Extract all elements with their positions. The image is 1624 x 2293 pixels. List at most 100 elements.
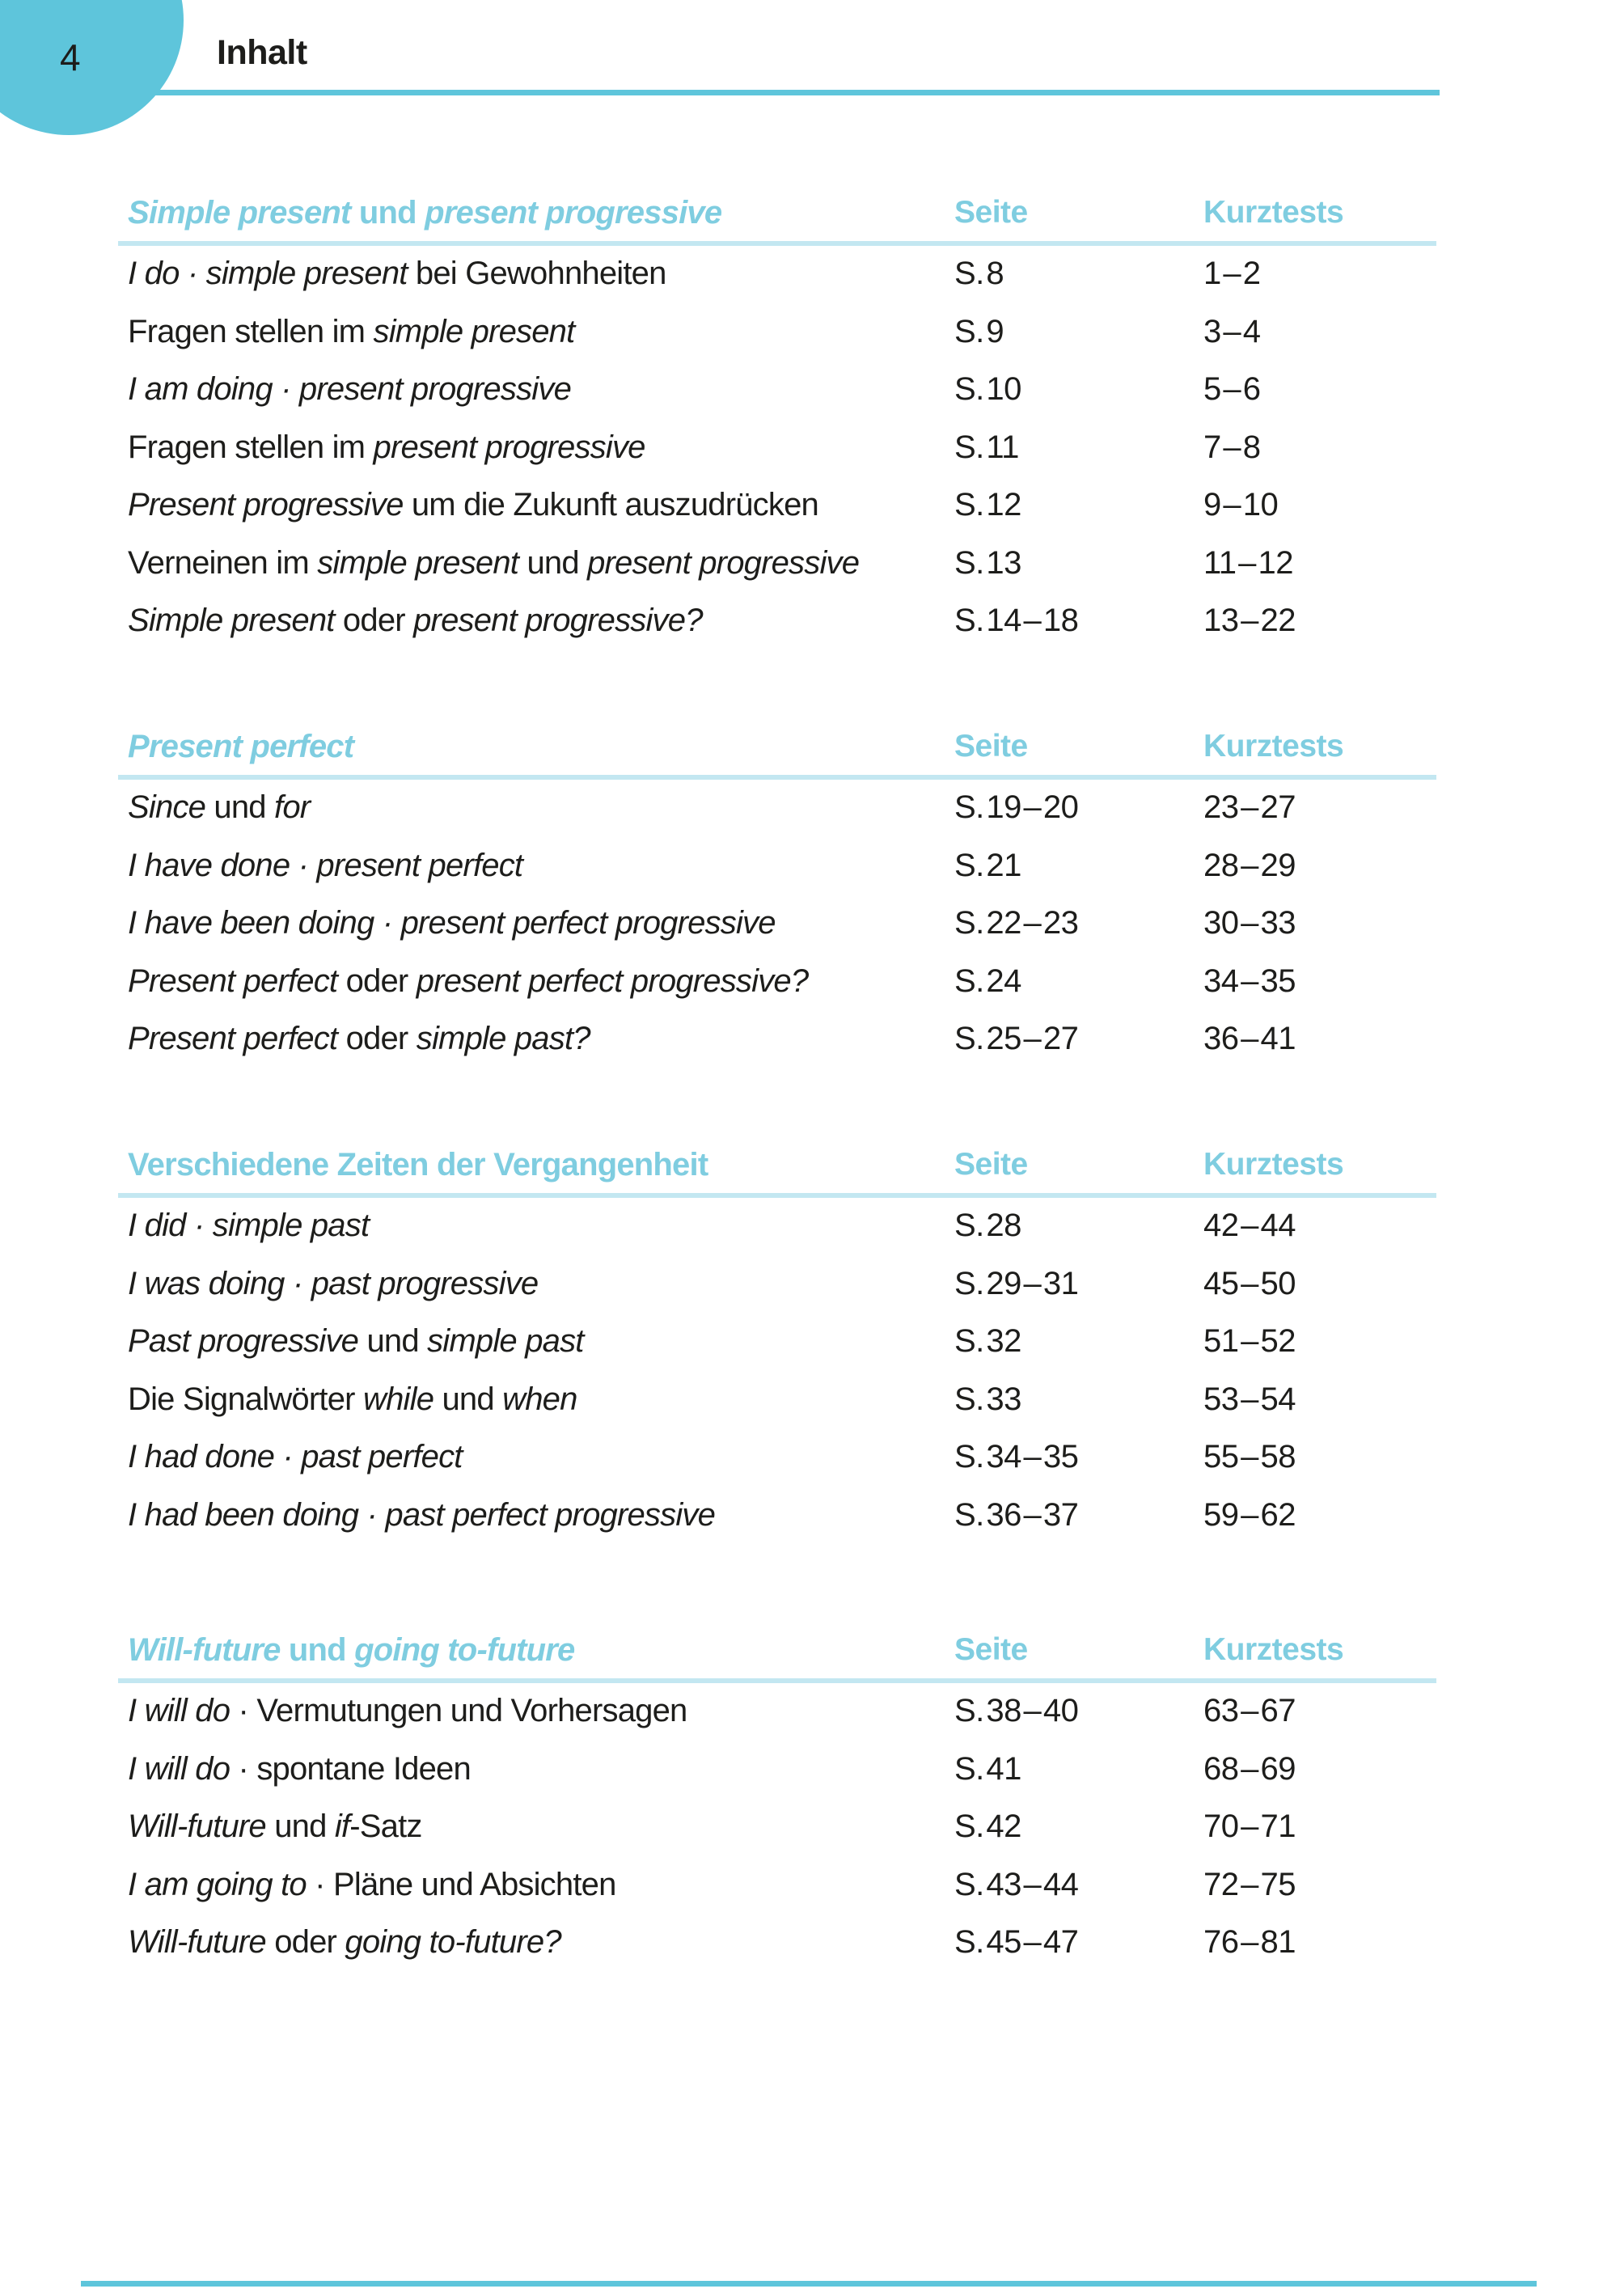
toc-entry-kurztests: 42 – 44 [1203,1208,1296,1243]
toc-row: Fragen stellen im simple present S. 9 3 – … [0,313,1624,355]
header-rule [129,90,1440,95]
text-segment: und [280,1632,355,1668]
toc-entry-page: S. 28 [954,1208,1021,1243]
toc-entry-kurztests: 68 – 69 [1203,1750,1296,1787]
text-segment: while [362,1381,434,1417]
section-title: Simple present und present progressive [128,194,722,232]
text-segment: Simple present [128,195,351,231]
text-segment: oder [265,1924,345,1960]
toc-entry-kurztests: 13 – 22 [1203,603,1296,638]
text-segment: und [205,789,275,825]
text-segment: und [358,1323,428,1359]
toc-entry-kurztests: 9 – 10 [1203,487,1279,522]
text-segment: · Pläne und Absichten [306,1866,616,1902]
toc-entry-title: I do · simple present bei Gewohnheiten [128,255,666,293]
toc-entry-kurztests: 53 – 54 [1203,1381,1296,1417]
text-segment: Will-future [128,1809,267,1844]
column-header-kurztests: Kurztests [1203,1632,1344,1667]
toc-entry-page: S. 43 – 44 [954,1866,1079,1902]
toc-row: Will-future und if-Satz S. 42 70 – 71 [0,1808,1624,1850]
section-divider-rule [118,1193,1436,1198]
toc-entry-kurztests: 30 – 33 [1203,905,1296,941]
toc-entry-title: Will-future und if-Satz [128,1808,422,1846]
toc-entry-page: S. 13 [954,544,1021,581]
text-segment: Will-future [128,1924,267,1960]
column-header-seite: Seite [954,1632,1028,1667]
toc-row: I did · simple past S. 28 42 – 44 [0,1207,1624,1249]
toc-row: I have done · present perfect S. 21 28 – 2… [0,847,1624,889]
toc-entry-kurztests: 59 – 62 [1203,1496,1296,1533]
toc-entry-kurztests: 1 – 2 [1203,256,1261,291]
text-segment: for [274,789,311,825]
toc-entry-kurztests: 76 – 81 [1203,1924,1296,1960]
toc-entry-title: I will do · spontane Ideen [128,1750,472,1788]
toc-row: I was doing · past progressive S. 29 – 31… [0,1265,1624,1307]
text-segment: Simple present [128,603,335,638]
toc-entry-page: S. 45 – 47 [954,1924,1079,1960]
text-segment: I am going to [128,1866,307,1902]
toc-entry-title: Simple present oder present progressive? [128,602,703,640]
text-segment: Present progressive [128,487,404,522]
toc-entry-page: S. 38 – 40 [954,1693,1079,1728]
toc-entry-title: I will do · Vermutungen und Vorhersagen [128,1692,687,1730]
toc-entry-page: S. 33 [954,1381,1021,1417]
text-segment: Present perfect [128,729,354,764]
toc-row: I will do · Vermutungen und Vorhersagen S… [0,1692,1624,1734]
toc-row: Will-future oder going to-future? S. 45 –… [0,1923,1624,1965]
toc-entry-page: S. 22 – 23 [954,905,1079,941]
toc-row: I do · simple present bei Gewohnheiten S.… [0,255,1624,297]
toc-entry-page: S. 10 [954,371,1021,407]
section-divider-rule [118,1678,1436,1683]
text-segment: Present perfect [128,1021,338,1056]
toc-row: Present progressive um die Zukunft auszu… [0,486,1624,528]
section-divider-rule [118,241,1436,246]
text-segment: simple present [317,544,519,581]
toc-entry-page: S. 14 – 18 [954,603,1079,638]
toc-entry-page: S. 19 – 20 [954,789,1079,825]
text-segment: oder [337,962,417,999]
toc-entry-kurztests: 34 – 35 [1203,962,1296,999]
text-segment: I was doing · past progressive [128,1265,539,1301]
text-segment: going to-future? [345,1924,561,1960]
toc-row: Since und for S. 19 – 20 23 – 27 [0,789,1624,831]
toc-entry-page: S. 25 – 27 [954,1021,1079,1056]
toc-entry-title: Present progressive um die Zukunft auszu… [128,486,819,524]
toc-entry-page: S. 29 – 31 [954,1265,1079,1301]
toc-entry-title: I was doing · past progressive [128,1265,539,1303]
toc-entry-title: Verneinen im simple present und present … [128,544,860,582]
toc-entry-page: S. 9 [954,313,1004,349]
column-header-kurztests: Kurztests [1203,1147,1344,1182]
toc-entry-title: I did · simple past [128,1207,370,1245]
toc-row: I had done · past perfect S. 34 – 35 55 – … [0,1438,1624,1480]
text-segment: I did · simple past [128,1208,370,1243]
toc-entry-page: S. 32 [954,1323,1021,1359]
section-title: Verschiedene Zeiten der Vergangenheit [128,1146,708,1184]
text-segment: present progressive [425,195,722,231]
text-segment: · spontane Ideen [230,1750,472,1787]
text-segment: bei Gewohnheiten [407,256,666,291]
toc-entry-kurztests: 70 – 71 [1203,1809,1296,1844]
text-segment: if [334,1809,350,1844]
toc-entry-page: S. 11 [954,429,1019,465]
text-segment: Fragen stellen im [128,429,374,465]
text-segment: present progressive [587,544,860,581]
text-segment: I do · simple present [128,256,408,291]
column-header-kurztests: Kurztests [1203,729,1344,764]
section-title: Will-future und going to-future [128,1631,575,1669]
toc-entry-title: I had done · past perfect [128,1438,463,1476]
toc-entry-kurztests: 72 – 75 [1203,1866,1296,1902]
text-segment: present progressive? [413,603,703,638]
toc-entry-kurztests: 51 – 52 [1203,1323,1296,1359]
toc-row: Present perfect oder present perfect pro… [0,962,1624,1005]
toc-entry-title: Past progressive und simple past [128,1322,584,1360]
toc-row: I had been doing · past perfect progress… [0,1496,1624,1538]
text-segment: I had been doing · past perfect progress… [128,1496,716,1533]
text-segment: when [502,1381,577,1417]
toc-entry-page: S. 8 [954,256,1004,291]
column-header-seite: Seite [954,195,1028,230]
text-segment: und [350,195,425,231]
section-title: Present perfect [128,728,354,766]
toc-entry-title: I am going to · Pläne und Absichten [128,1866,616,1904]
toc-row: I will do · spontane Ideen S. 41 68 – 69 [0,1750,1624,1792]
toc-entry-title: I have been doing · present perfect prog… [128,904,776,942]
